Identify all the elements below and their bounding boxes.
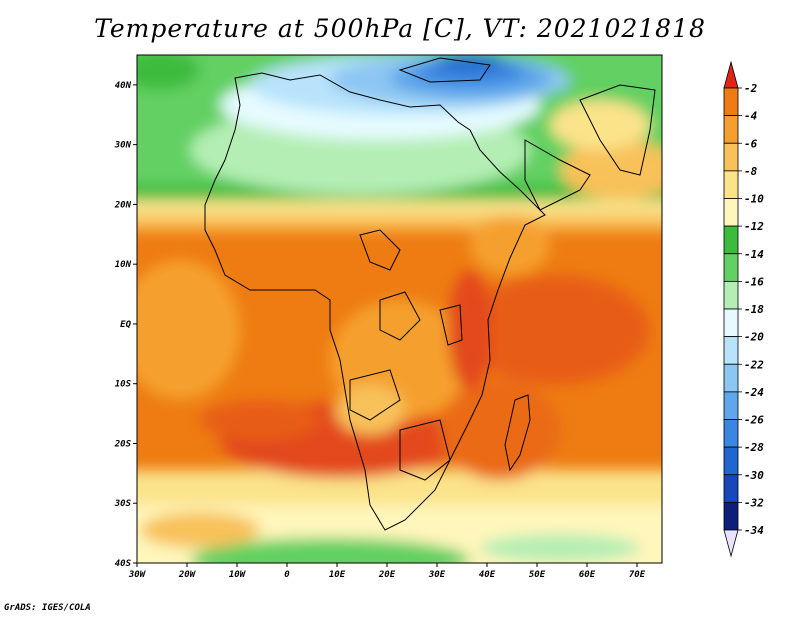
coastlines [204,57,656,531]
legend-swatch [723,336,739,365]
legend-label: -10 [744,193,764,206]
map-title: Temperature at 500hPa [C], VT: 202102181… [94,14,706,43]
lon-tick-label: 40E [479,570,496,580]
lon-tick-label: 60E [579,570,596,580]
legend-label: -14 [744,248,764,261]
lat-tick-label: 20S [114,439,132,449]
legend-label: -16 [744,275,764,288]
lon-tick-label: 50E [529,570,546,580]
legend-label: -22 [744,358,764,371]
lon-tick-label: 10E [329,570,346,580]
temperature-field [137,55,662,563]
lon-tick-label: 70E [629,570,646,580]
legend-label: -12 [744,220,764,233]
color-legend: -2 -4 -6 -8 -10 -12 -14 -16 -18 -20 -22 -24 -26 -28 -3… [723,60,764,558]
lat-tick-label: 30N [114,141,132,151]
lon-tick-label: 20W [178,570,197,580]
legend-swatch [723,142,739,172]
lon-tick-label: 10W [229,570,247,580]
legend-label: -2 [744,82,758,95]
legend-label: -30 [744,469,764,482]
legend-label: -32 [744,496,764,509]
legend-label: -26 [744,414,764,427]
legend-label: -34 [744,524,764,537]
legend-label: -18 [744,303,764,316]
legend-swatch [723,363,739,393]
map-frame [136,54,663,564]
legend-label: -24 [744,386,764,399]
legend-swatch [723,474,739,503]
credit-label: GrADS: IGES/COLA [4,603,91,613]
lat-tick-label: 40N [115,81,132,91]
legend-swatch [723,501,739,531]
legend-swatch [723,170,739,199]
legend-swatch [723,419,739,448]
legend-label: -28 [744,441,764,454]
legend-label: -4 [744,110,758,123]
lon-tick-label: 20E [378,570,396,580]
lat-tick-label: 40S [115,559,132,569]
legend-swatch [723,225,739,255]
lon-tick-label: 30W [128,570,147,580]
lat-tick-label: 10S [115,380,132,390]
legend-swatch [723,115,739,144]
legend-swatch [723,253,739,282]
legend-bottom-arrow [723,529,739,558]
lat-tick-label: 30S [114,499,132,509]
lon-tick-label: 30E [428,570,446,580]
legend-label: -8 [744,165,758,178]
legend-swatch [723,446,739,476]
lat-tick-label: EQ [120,320,131,330]
legend-swatch [723,280,739,310]
legend-swatch [723,308,739,338]
lon-tick-label: 0 [284,570,290,580]
legend-swatch [723,198,739,227]
legend-swatch [723,87,739,117]
legend-swatch [723,391,739,420]
legend-label: -20 [744,331,764,344]
lat-tick-label: 20N [114,200,132,210]
lat-tick-label: 10N [115,260,132,270]
legend-top-arrow [723,60,739,89]
legend-label: -6 [744,137,758,150]
